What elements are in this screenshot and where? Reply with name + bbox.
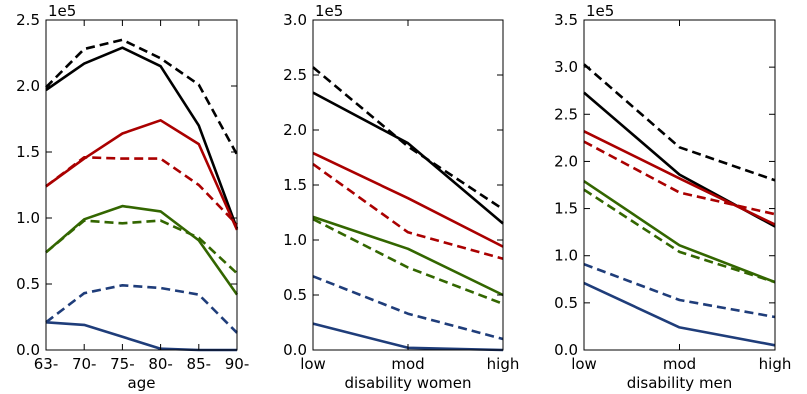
y-tick-label: 3.0 — [554, 58, 578, 76]
y-tick-label: 2.0 — [283, 121, 307, 139]
series-line-3-5 — [583, 180, 776, 284]
series-line-2-3 — [312, 151, 504, 248]
y-tick-label: 2.5 — [283, 66, 307, 84]
x-tick-label: high — [759, 355, 792, 373]
axis-offset-label: 1e5 — [586, 2, 614, 20]
series-line-3-6 — [583, 188, 776, 284]
series-line-1-6 — [45, 219, 238, 275]
x-tick-label: low — [300, 355, 326, 373]
series-line-2-8 — [312, 275, 504, 341]
x-tick-label: mod — [663, 355, 696, 373]
chart-panel-3: 0.0 0.5 1.0 1.5 2.0 2.5 3.0 3.5 low mod high 1e5 dis… — [554, 2, 791, 392]
axes-frame-1 — [45, 19, 238, 351]
series-line-1-2 — [45, 38, 239, 156]
series-line-3-2 — [583, 63, 776, 182]
y-tick-label: 0.5 — [554, 294, 578, 312]
series-line-1-1 — [45, 46, 239, 230]
series-line-2-5 — [312, 215, 504, 297]
y-tick-label: 1.5 — [16, 143, 40, 161]
chart-panel-2: 0.0 0.5 1.0 1.5 2.0 2.5 3.0 low mod high 1e5 disabi… — [283, 2, 519, 392]
x-tick-label: 70- — [72, 355, 97, 373]
y-tick-label: 1.0 — [16, 209, 40, 227]
y-tick-label: 2.5 — [554, 105, 578, 123]
x-tick-label: high — [487, 355, 520, 373]
chart-panel-1: 0.0 0.5 1.0 1.5 2.0 2.5 63- 70- 75- 80- 85- 90- 1e5 a… — [16, 2, 249, 392]
series-line-1-3 — [45, 119, 239, 231]
y-tick-label: 2.0 — [554, 152, 578, 170]
x-tick-label: 80- — [148, 355, 173, 373]
series-line-3-4 — [583, 140, 776, 216]
x-axis-label: age — [128, 374, 156, 392]
series-line-1-8 — [45, 283, 238, 334]
series-line-2-4 — [312, 163, 504, 260]
x-tick-label: 85- — [187, 355, 212, 373]
series-line-2-6 — [312, 217, 504, 306]
series-line-1-4 — [45, 156, 238, 226]
y-tick-label: 1.5 — [554, 200, 578, 218]
series-line-2-1 — [312, 91, 504, 225]
series-line-2-2 — [312, 66, 504, 211]
y-tick-label: 3.5 — [554, 11, 578, 29]
x-tick-label: 75- — [110, 355, 135, 373]
x-axis-label: disability men — [627, 374, 733, 392]
y-tick-label: 1.0 — [554, 247, 578, 265]
series-line-1-7 — [45, 321, 237, 352]
y-tick-label: 0.5 — [283, 286, 307, 304]
x-tick-label: 90- — [225, 355, 250, 373]
y-tick-label: 1.0 — [283, 231, 307, 249]
series-line-1-5 — [45, 204, 239, 296]
series-line-3-7 — [583, 281, 776, 347]
x-axis-label: disability women — [344, 374, 471, 392]
series-line-3-3 — [583, 130, 776, 226]
axis-offset-label: 1e5 — [315, 2, 343, 20]
y-tick-label: 0.5 — [16, 275, 40, 293]
x-tick-label: mod — [391, 355, 424, 373]
x-tick-label: 63- — [34, 355, 59, 373]
y-tick-label: 0.0 — [16, 341, 40, 359]
y-tick-label: 2.5 — [16, 11, 40, 29]
y-tick-label: 0.0 — [283, 341, 307, 359]
series-line-3-8 — [583, 262, 776, 319]
y-tick-label: 2.0 — [16, 77, 40, 95]
y-tick-label: 0.0 — [554, 341, 578, 359]
y-tick-label: 3.0 — [283, 11, 307, 29]
x-tick-label: low — [571, 355, 597, 373]
axis-offset-label: 1e5 — [48, 2, 76, 20]
y-tick-label: 1.5 — [283, 176, 307, 194]
